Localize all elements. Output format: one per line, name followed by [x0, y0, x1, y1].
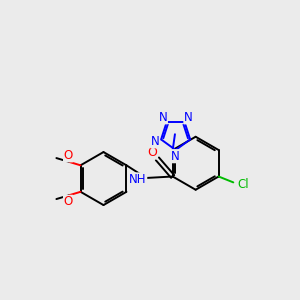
Text: O: O	[64, 149, 73, 162]
Text: Cl: Cl	[237, 178, 248, 191]
Text: O: O	[64, 195, 73, 208]
Text: N: N	[171, 150, 180, 163]
Text: N: N	[159, 111, 167, 124]
Text: N: N	[151, 135, 160, 148]
Text: NH: NH	[129, 173, 147, 186]
Text: O: O	[147, 146, 157, 159]
Text: N: N	[184, 111, 193, 124]
